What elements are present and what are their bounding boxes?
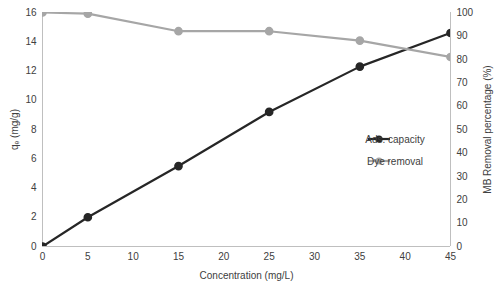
svg-text:30: 30 (457, 171, 469, 182)
svg-text:10: 10 (25, 94, 37, 105)
svg-text:20: 20 (457, 194, 469, 205)
svg-text:14: 14 (25, 36, 37, 47)
svg-text:50: 50 (457, 124, 469, 135)
svg-text:qₑ (mg/g): qₑ (mg/g) (9, 109, 20, 150)
svg-text:20: 20 (218, 251, 230, 262)
svg-text:0: 0 (40, 251, 46, 262)
svg-text:4: 4 (31, 182, 37, 193)
svg-text:MB Removal percentage (%): MB Removal percentage (%) (482, 65, 493, 193)
svg-text:Concentration (mg/L): Concentration (mg/L) (200, 270, 294, 281)
svg-text:30: 30 (309, 251, 321, 262)
svg-text:12: 12 (25, 65, 37, 76)
svg-text:10: 10 (457, 217, 469, 228)
svg-text:70: 70 (457, 77, 469, 88)
svg-text:80: 80 (457, 54, 469, 65)
svg-text:60: 60 (457, 100, 469, 111)
svg-text:Dye removal: Dye removal (367, 156, 423, 167)
svg-text:5: 5 (85, 251, 91, 262)
svg-text:35: 35 (354, 251, 366, 262)
svg-text:45: 45 (445, 251, 457, 262)
svg-text:2: 2 (31, 211, 37, 222)
svg-text:40: 40 (457, 147, 469, 158)
svg-text:6: 6 (31, 153, 37, 164)
svg-text:0: 0 (31, 241, 37, 252)
svg-text:Ads. capacity: Ads. capacity (365, 134, 424, 145)
svg-text:100: 100 (457, 7, 474, 18)
svg-text:90: 90 (457, 30, 469, 41)
svg-text:25: 25 (264, 251, 276, 262)
svg-text:40: 40 (400, 251, 412, 262)
svg-text:8: 8 (31, 124, 37, 135)
svg-text:15: 15 (173, 251, 185, 262)
svg-text:10: 10 (128, 251, 140, 262)
svg-text:0: 0 (457, 241, 463, 252)
svg-text:16: 16 (25, 7, 37, 18)
